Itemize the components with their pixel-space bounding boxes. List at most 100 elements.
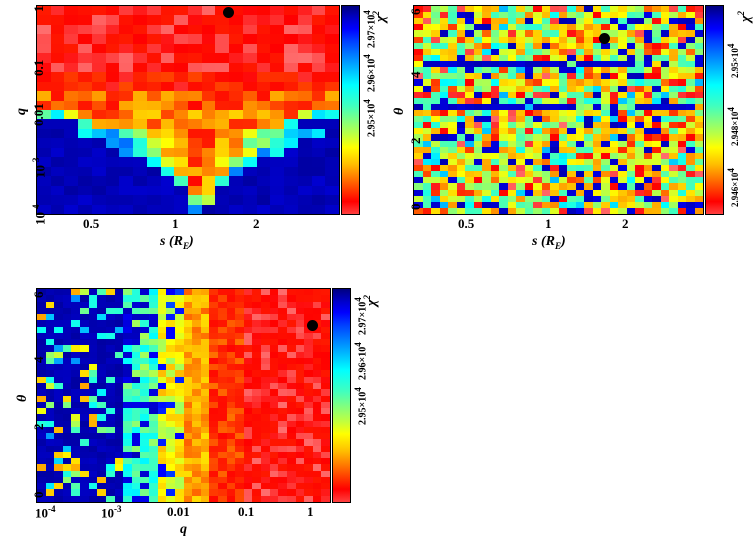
heatmap-cell bbox=[256, 6, 271, 17]
heatmap-cell bbox=[660, 91, 670, 99]
heatmap-cell bbox=[456, 140, 466, 148]
heatmap-cell bbox=[431, 152, 441, 160]
heatmap-cell bbox=[192, 445, 202, 453]
heatmap-cell bbox=[414, 177, 424, 184]
heatmap-cell bbox=[311, 110, 326, 121]
heatmap-cell bbox=[592, 97, 602, 105]
heatmap-cell bbox=[123, 483, 133, 491]
heatmap-cell bbox=[295, 489, 305, 497]
heatmap-cell bbox=[157, 470, 167, 478]
heatmap-cell bbox=[304, 470, 314, 478]
heatmap-cell bbox=[652, 152, 662, 160]
heatmap-cell bbox=[242, 128, 258, 139]
heatmap-cell bbox=[482, 146, 492, 154]
heatmap-cell bbox=[584, 73, 594, 80]
heatmap-cell bbox=[541, 189, 551, 197]
heatmap-cell bbox=[149, 495, 159, 502]
heatmap-cell bbox=[88, 382, 98, 390]
heatmap-cell bbox=[311, 204, 326, 214]
heatmap-cell bbox=[200, 451, 210, 459]
heatmap-cell bbox=[174, 166, 189, 177]
heatmap-cell bbox=[123, 339, 133, 346]
heatmap-cell bbox=[321, 289, 330, 296]
heatmap-cell bbox=[448, 36, 458, 44]
heatmap-cell bbox=[201, 15, 217, 26]
heatmap-cell bbox=[295, 483, 305, 491]
heatmap-cell bbox=[652, 103, 662, 111]
heatmap-cell bbox=[643, 146, 653, 154]
heatmap-cell bbox=[157, 370, 167, 378]
heatmap-cell bbox=[123, 370, 133, 378]
heatmap-cell bbox=[200, 433, 210, 440]
heatmap-cell bbox=[524, 201, 534, 209]
heatmap-cell bbox=[269, 408, 279, 415]
heatmap-cell bbox=[669, 122, 679, 129]
heatmap-cell bbox=[188, 72, 203, 83]
heatmap-cell bbox=[270, 119, 285, 130]
heatmap-cell bbox=[626, 207, 636, 214]
heatmap-cell bbox=[635, 73, 645, 80]
heatmap-cell bbox=[669, 189, 679, 197]
heatmap-cell bbox=[157, 395, 167, 403]
heatmap-cell bbox=[226, 370, 236, 378]
heatmap-cell bbox=[499, 67, 509, 74]
heatmap-cell bbox=[174, 314, 185, 321]
heatmap-cell bbox=[243, 470, 254, 478]
heatmap-cell bbox=[456, 48, 466, 56]
heatmap-cell bbox=[71, 307, 81, 315]
heatmap-cell bbox=[188, 24, 203, 35]
heatmap-cell bbox=[226, 376, 236, 384]
heatmap-cell bbox=[119, 53, 134, 64]
heatmap-cell bbox=[123, 401, 133, 409]
heatmap-plot-area-s-q[interactable] bbox=[36, 5, 340, 215]
heatmap-cell bbox=[618, 73, 628, 80]
heatmap-cell bbox=[686, 183, 696, 191]
heatmap-cell bbox=[149, 439, 159, 447]
heatmap-cell bbox=[209, 295, 219, 303]
heatmap-cell bbox=[131, 470, 141, 478]
heatmap-cell bbox=[149, 489, 159, 497]
heatmap-cell bbox=[252, 307, 262, 315]
heatmap-cell bbox=[312, 451, 322, 459]
heatmap-cell bbox=[261, 332, 271, 340]
heatmap-cell bbox=[325, 53, 339, 64]
heatmap-cell bbox=[174, 15, 189, 26]
heatmap-cell bbox=[473, 67, 483, 74]
heatmap-cell bbox=[669, 134, 679, 142]
heatmap-cell bbox=[541, 177, 551, 184]
heatmap-cell bbox=[541, 158, 551, 166]
heatmap-cell bbox=[448, 91, 458, 99]
heatmap-cell bbox=[516, 116, 526, 123]
heatmap-cell bbox=[252, 470, 262, 478]
ytick-label: 0.1 bbox=[31, 59, 46, 76]
heatmap-cell bbox=[694, 36, 703, 44]
heatmap-cell bbox=[550, 91, 560, 99]
heatmap-cell bbox=[507, 30, 517, 38]
heatmap-cell bbox=[422, 97, 432, 105]
heatmap-plot-area-q-theta[interactable] bbox=[36, 288, 331, 503]
heatmap-cell bbox=[304, 395, 314, 403]
heatmap-cell bbox=[269, 320, 279, 328]
heatmap-plot-area-s-theta[interactable] bbox=[413, 5, 704, 215]
heatmap-cell bbox=[626, 6, 636, 13]
heatmap-cell bbox=[140, 382, 150, 390]
heatmap-cell bbox=[256, 147, 271, 158]
heatmap-cell bbox=[312, 420, 322, 428]
heatmap-cell bbox=[448, 207, 458, 214]
heatmap-cell bbox=[422, 165, 432, 172]
heatmap-cell bbox=[592, 91, 602, 99]
heatmap-cell bbox=[311, 176, 326, 187]
heatmap-cell bbox=[50, 15, 66, 26]
heatmap-cell bbox=[516, 73, 526, 80]
heatmap-cell bbox=[321, 351, 330, 359]
heatmap-cell bbox=[252, 351, 262, 359]
heatmap-cell bbox=[456, 18, 466, 25]
heatmap-cell bbox=[635, 158, 645, 166]
heatmap-cell bbox=[284, 147, 299, 158]
heatmap-cell bbox=[252, 301, 262, 309]
heatmap-cell bbox=[278, 445, 288, 453]
heatmap-cell bbox=[174, 91, 189, 102]
heatmap-cell bbox=[278, 451, 288, 459]
heatmap-cell bbox=[45, 476, 55, 484]
heatmap-cell bbox=[558, 61, 568, 68]
